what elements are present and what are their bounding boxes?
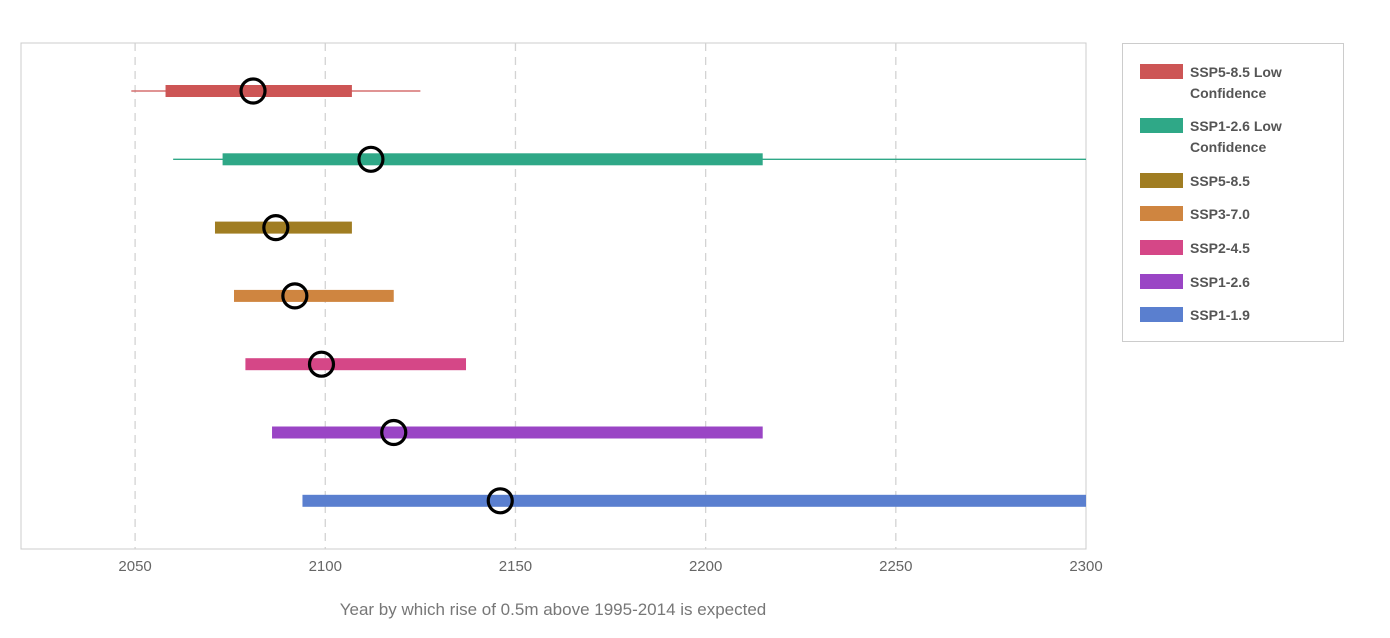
x-tick-label: 2250 [879, 558, 912, 575]
legend-label: SSP2-4.5 [1190, 240, 1250, 256]
legend-label: SSP5-8.5 Low Confidence [1190, 64, 1282, 101]
legend-item[interactable]: SSP1-2.6 Low Confidence [1140, 116, 1320, 158]
legend-label: SSP1-2.6 Low Confidence [1190, 118, 1282, 155]
legend-item[interactable]: SSP5-8.5 Low Confidence [1140, 62, 1320, 104]
series-row [234, 282, 394, 310]
x-tick-label: 2100 [309, 558, 342, 575]
legend: SSP5-8.5 Low Confidence SSP1-2.6 Low Conf… [1122, 43, 1344, 342]
x-axis-title: Year by which rise of 0.5m above 1995-20… [340, 600, 767, 619]
likely-range-bar[interactable] [302, 494, 1086, 507]
median-marker[interactable] [486, 487, 514, 515]
legend-swatch [1140, 274, 1183, 289]
legend-item[interactable]: SSP1-2.6 [1140, 272, 1320, 293]
median-marker[interactable] [357, 145, 385, 173]
median-marker[interactable] [380, 418, 408, 447]
legend-label: SSP1-2.6 [1190, 274, 1250, 290]
median-marker[interactable] [239, 77, 267, 105]
x-tick-label: 2150 [499, 558, 532, 575]
plot-area [20, 42, 1087, 550]
legend-item[interactable]: SSP3-7.0 [1140, 204, 1320, 225]
legend-swatch [1140, 173, 1183, 188]
median-marker[interactable] [281, 282, 309, 310]
legend-item[interactable]: SSP5-8.5 [1140, 171, 1320, 192]
series-row [173, 145, 1086, 173]
legend-swatch [1140, 64, 1183, 79]
likely-range-bar[interactable] [272, 426, 763, 439]
series-row [245, 350, 467, 378]
legend-swatch [1140, 206, 1183, 221]
x-tick-label: 2200 [689, 558, 722, 575]
likely-range-bar[interactable] [214, 221, 352, 234]
likely-range-bar[interactable] [234, 289, 394, 302]
x-tick-label: 2300 [1069, 558, 1102, 575]
legend-item[interactable]: SSP1-1.9 [1140, 305, 1320, 326]
series-row [214, 214, 352, 242]
legend-label: SSP3-7.0 [1190, 206, 1250, 222]
legend-swatch [1140, 240, 1183, 255]
x-tick-label: 2050 [118, 558, 151, 575]
legend-label: SSP1-1.9 [1190, 307, 1250, 323]
legend-swatch [1140, 307, 1183, 322]
likely-range-bar[interactable] [222, 153, 763, 166]
median-marker[interactable] [307, 350, 336, 378]
series-row [302, 487, 1086, 515]
series-row [272, 418, 763, 447]
chart-marks [131, 77, 1086, 515]
legend-item[interactable]: SSP2-4.5 [1140, 238, 1320, 259]
likely-range-bar[interactable] [245, 358, 467, 371]
median-marker[interactable] [262, 214, 290, 242]
legend-label: SSP5-8.5 [1190, 173, 1250, 189]
series-row [131, 77, 421, 105]
x-axis-ticks: 2050 2100 2150 2200 2250 2300 [118, 558, 1102, 575]
likely-range-bar[interactable] [165, 85, 352, 97]
legend-swatch [1140, 118, 1183, 133]
